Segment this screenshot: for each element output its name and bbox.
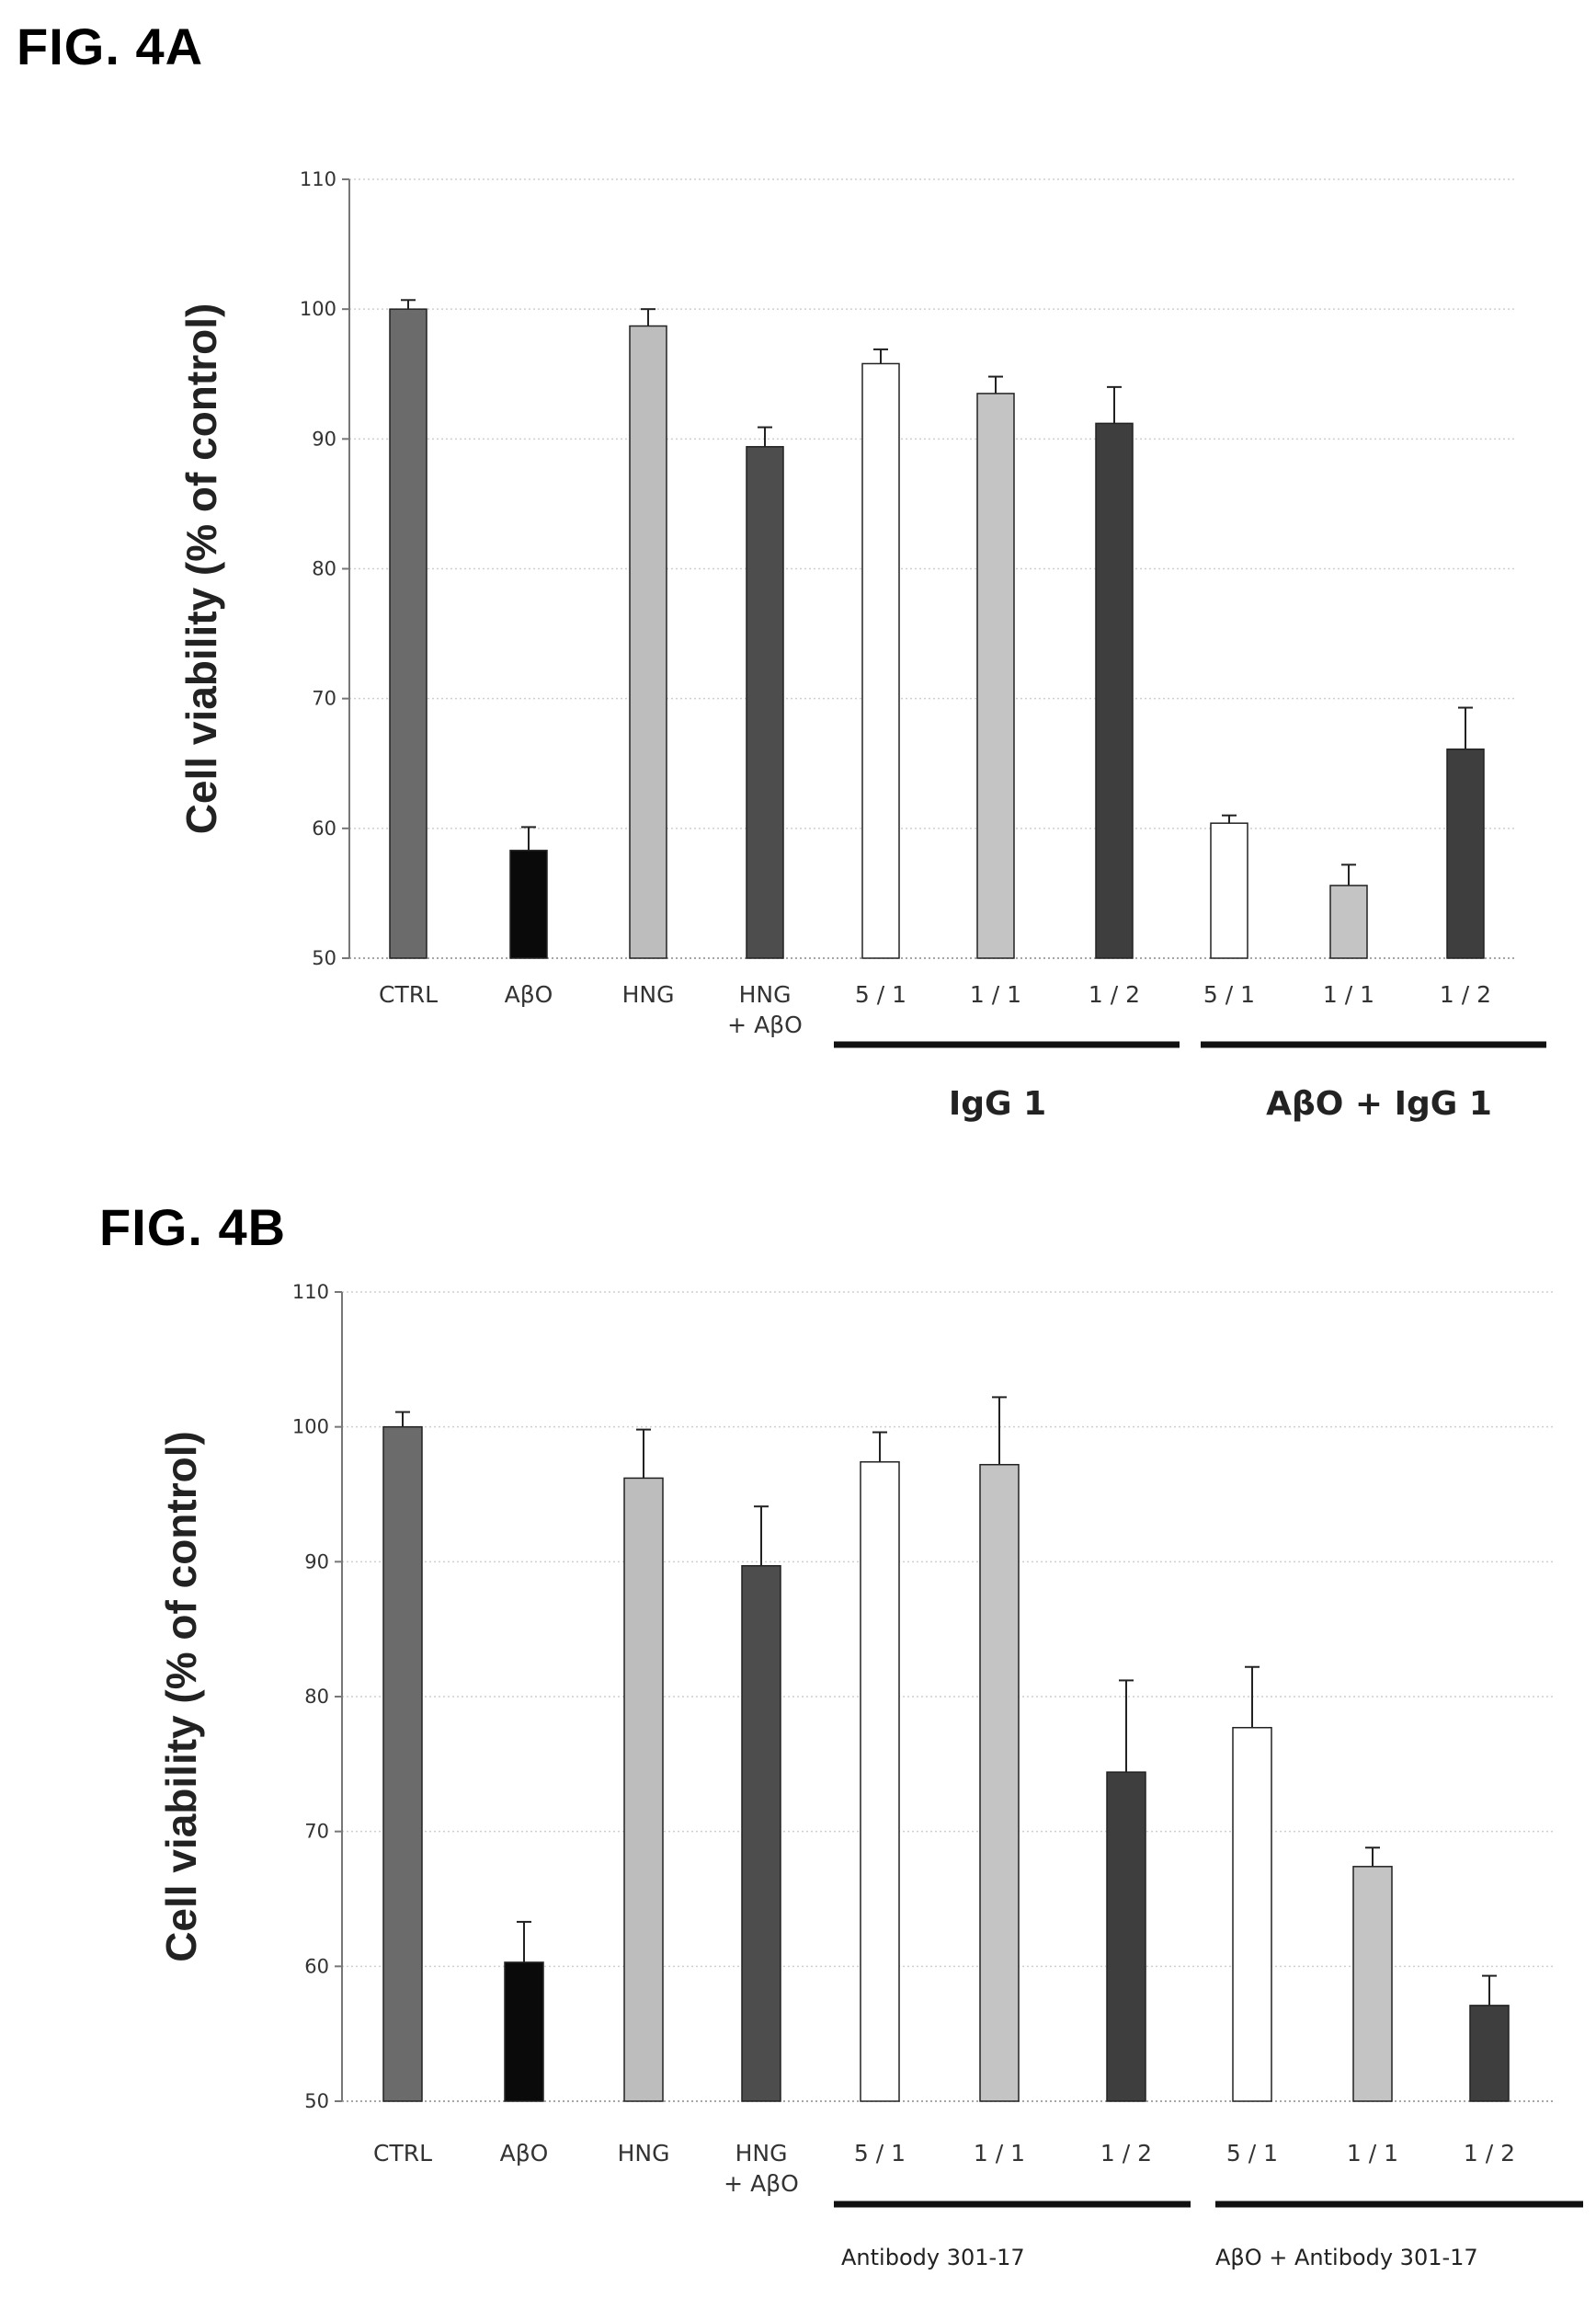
bar [741,1564,781,2102]
y-axis-label: Cell viability (% of control) [177,303,225,835]
x-tick-label: 1 / 2 [1089,981,1140,1008]
x-tick-label: AβO [505,981,553,1008]
x-tick-label: 1 / 2 [1464,2140,1515,2167]
y-tick-label: 110 [300,168,336,190]
bar [861,362,900,959]
bar [746,446,784,959]
bar [389,308,428,959]
x-tick-label: AβO [500,2140,549,2167]
group-label: AβO + Antibody 301-17 [1215,2245,1478,2270]
y-tick-label: 90 [304,1550,329,1572]
x-tick-label: CTRL [373,2140,432,2167]
y-tick-label: 90 [312,428,336,450]
x-tick-label: 1 / 1 [974,2140,1025,2167]
bar [509,850,548,959]
bar [629,325,667,959]
bar [623,1477,664,2102]
figure-4a-title: FIG. 4A [17,17,204,75]
x-tick-label: 5 / 1 [1226,2140,1278,2167]
bar [1329,885,1368,959]
bar [382,1425,423,2102]
y-tick-label: 70 [304,1821,329,1843]
y-tick-label: 60 [312,817,336,840]
y-tick-label: 50 [304,2090,329,2112]
x-tick-label: HNG [739,981,792,1008]
bar [504,1961,544,2102]
x-tick-label: 5 / 1 [1203,981,1255,1008]
x-tick-label: 1 / 1 [1323,981,1374,1008]
x-tick-label: HNG [618,2140,670,2167]
y-tick-label: 100 [292,1416,329,1438]
bar [1469,2005,1510,2102]
bar [1446,748,1485,959]
y-tick-label: 80 [304,1686,329,1708]
x-tick-label: 5 / 1 [854,2140,906,2167]
x-tick-label: 1 / 1 [1347,2140,1398,2167]
x-tick-label: 1 / 1 [970,981,1021,1008]
bar [976,393,1015,959]
y-tick-label: 70 [312,688,336,710]
bar [860,1461,900,2102]
y-axis-label: Cell viability (% of control) [157,1431,205,1962]
x-tick-label: 5 / 1 [855,981,906,1008]
chart-4a: 50 60 70 80 90 100 110 Cell viability (% of con… [177,168,1546,1123]
x-tick-label: 1 / 2 [1100,2140,1152,2167]
x-tick-label: HNG [735,2140,788,2167]
x-tick-label: 1 / 2 [1440,981,1491,1008]
bar [1352,1866,1393,2102]
bar [979,1463,1020,2102]
x-tick-label: HNG [622,981,675,1008]
bar [1095,422,1134,959]
y-tick-label: 50 [312,947,336,969]
bar [1232,1726,1272,2102]
bar [1106,1771,1146,2102]
group-label: Antibody 301-17 [841,2245,1025,2270]
y-tick-label: 80 [312,558,336,580]
figure-4b-title: FIG. 4B [99,1198,287,1256]
x-tick-label: CTRL [379,981,438,1008]
chart-4b: 50 60 70 80 90 100 110 Cell viability (% of con… [157,1281,1583,2270]
y-tick-label: 100 [300,298,336,320]
group-label: IgG 1 [949,1085,1046,1123]
bar [1210,822,1248,959]
group-label: AβO + IgG 1 [1266,1085,1492,1123]
y-tick-label: 60 [304,1955,329,1977]
x-tick-label: + AβO [724,2170,799,2197]
y-tick-label: 110 [292,1281,329,1303]
x-tick-label: + AβO [727,1012,803,1038]
